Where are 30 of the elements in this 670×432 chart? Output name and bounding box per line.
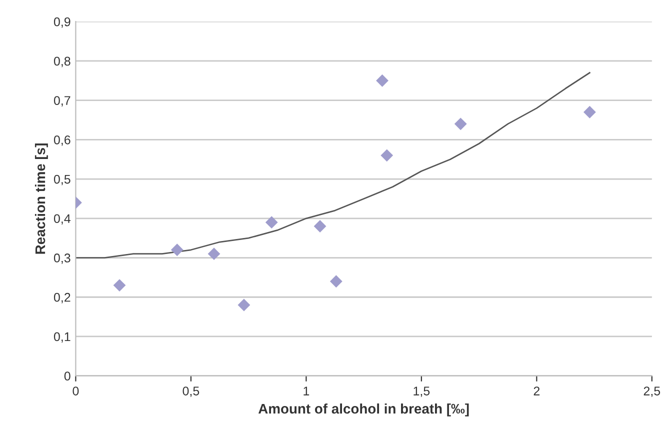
point (376, 74, 388, 87)
y-tick-label: 0 (64, 372, 70, 380)
y-tick-label: 0,5 (54, 174, 70, 186)
x-tick-label: 2,5 (644, 386, 660, 397)
y-tick-label: 0,2 (54, 292, 70, 304)
y-tick-label: 0,3 (54, 254, 70, 264)
x-tick-label: 2 (534, 386, 540, 396)
point (454, 118, 467, 130)
x-tick-label: 1 (304, 386, 310, 396)
x-tick-label: 1,5 (414, 386, 430, 397)
point (583, 106, 596, 118)
point (170, 244, 184, 256)
point (380, 149, 394, 162)
x-tick-label: 0 (72, 386, 79, 396)
point (113, 279, 126, 292)
y-tick-label: 0,7 (54, 96, 70, 106)
y-tick-label: 0,9 (54, 17, 70, 28)
x-tick-label: 0,5 (182, 386, 200, 397)
point (265, 216, 278, 229)
point (330, 275, 342, 288)
point (238, 298, 250, 312)
line-series (76, 72, 590, 258)
point (314, 220, 326, 232)
y-tick-label: 0,6 (54, 135, 70, 146)
point (208, 248, 220, 260)
y-tick-label: 0,4 (54, 214, 70, 225)
y-tick-label: 0,1 (54, 332, 70, 343)
y-tick-label: 0,8 (54, 56, 70, 68)
x-axis-title: Amount of alcohol in breath [‰] (258, 403, 469, 416)
y-axis-title: Reaction time [s] (34, 144, 48, 254)
